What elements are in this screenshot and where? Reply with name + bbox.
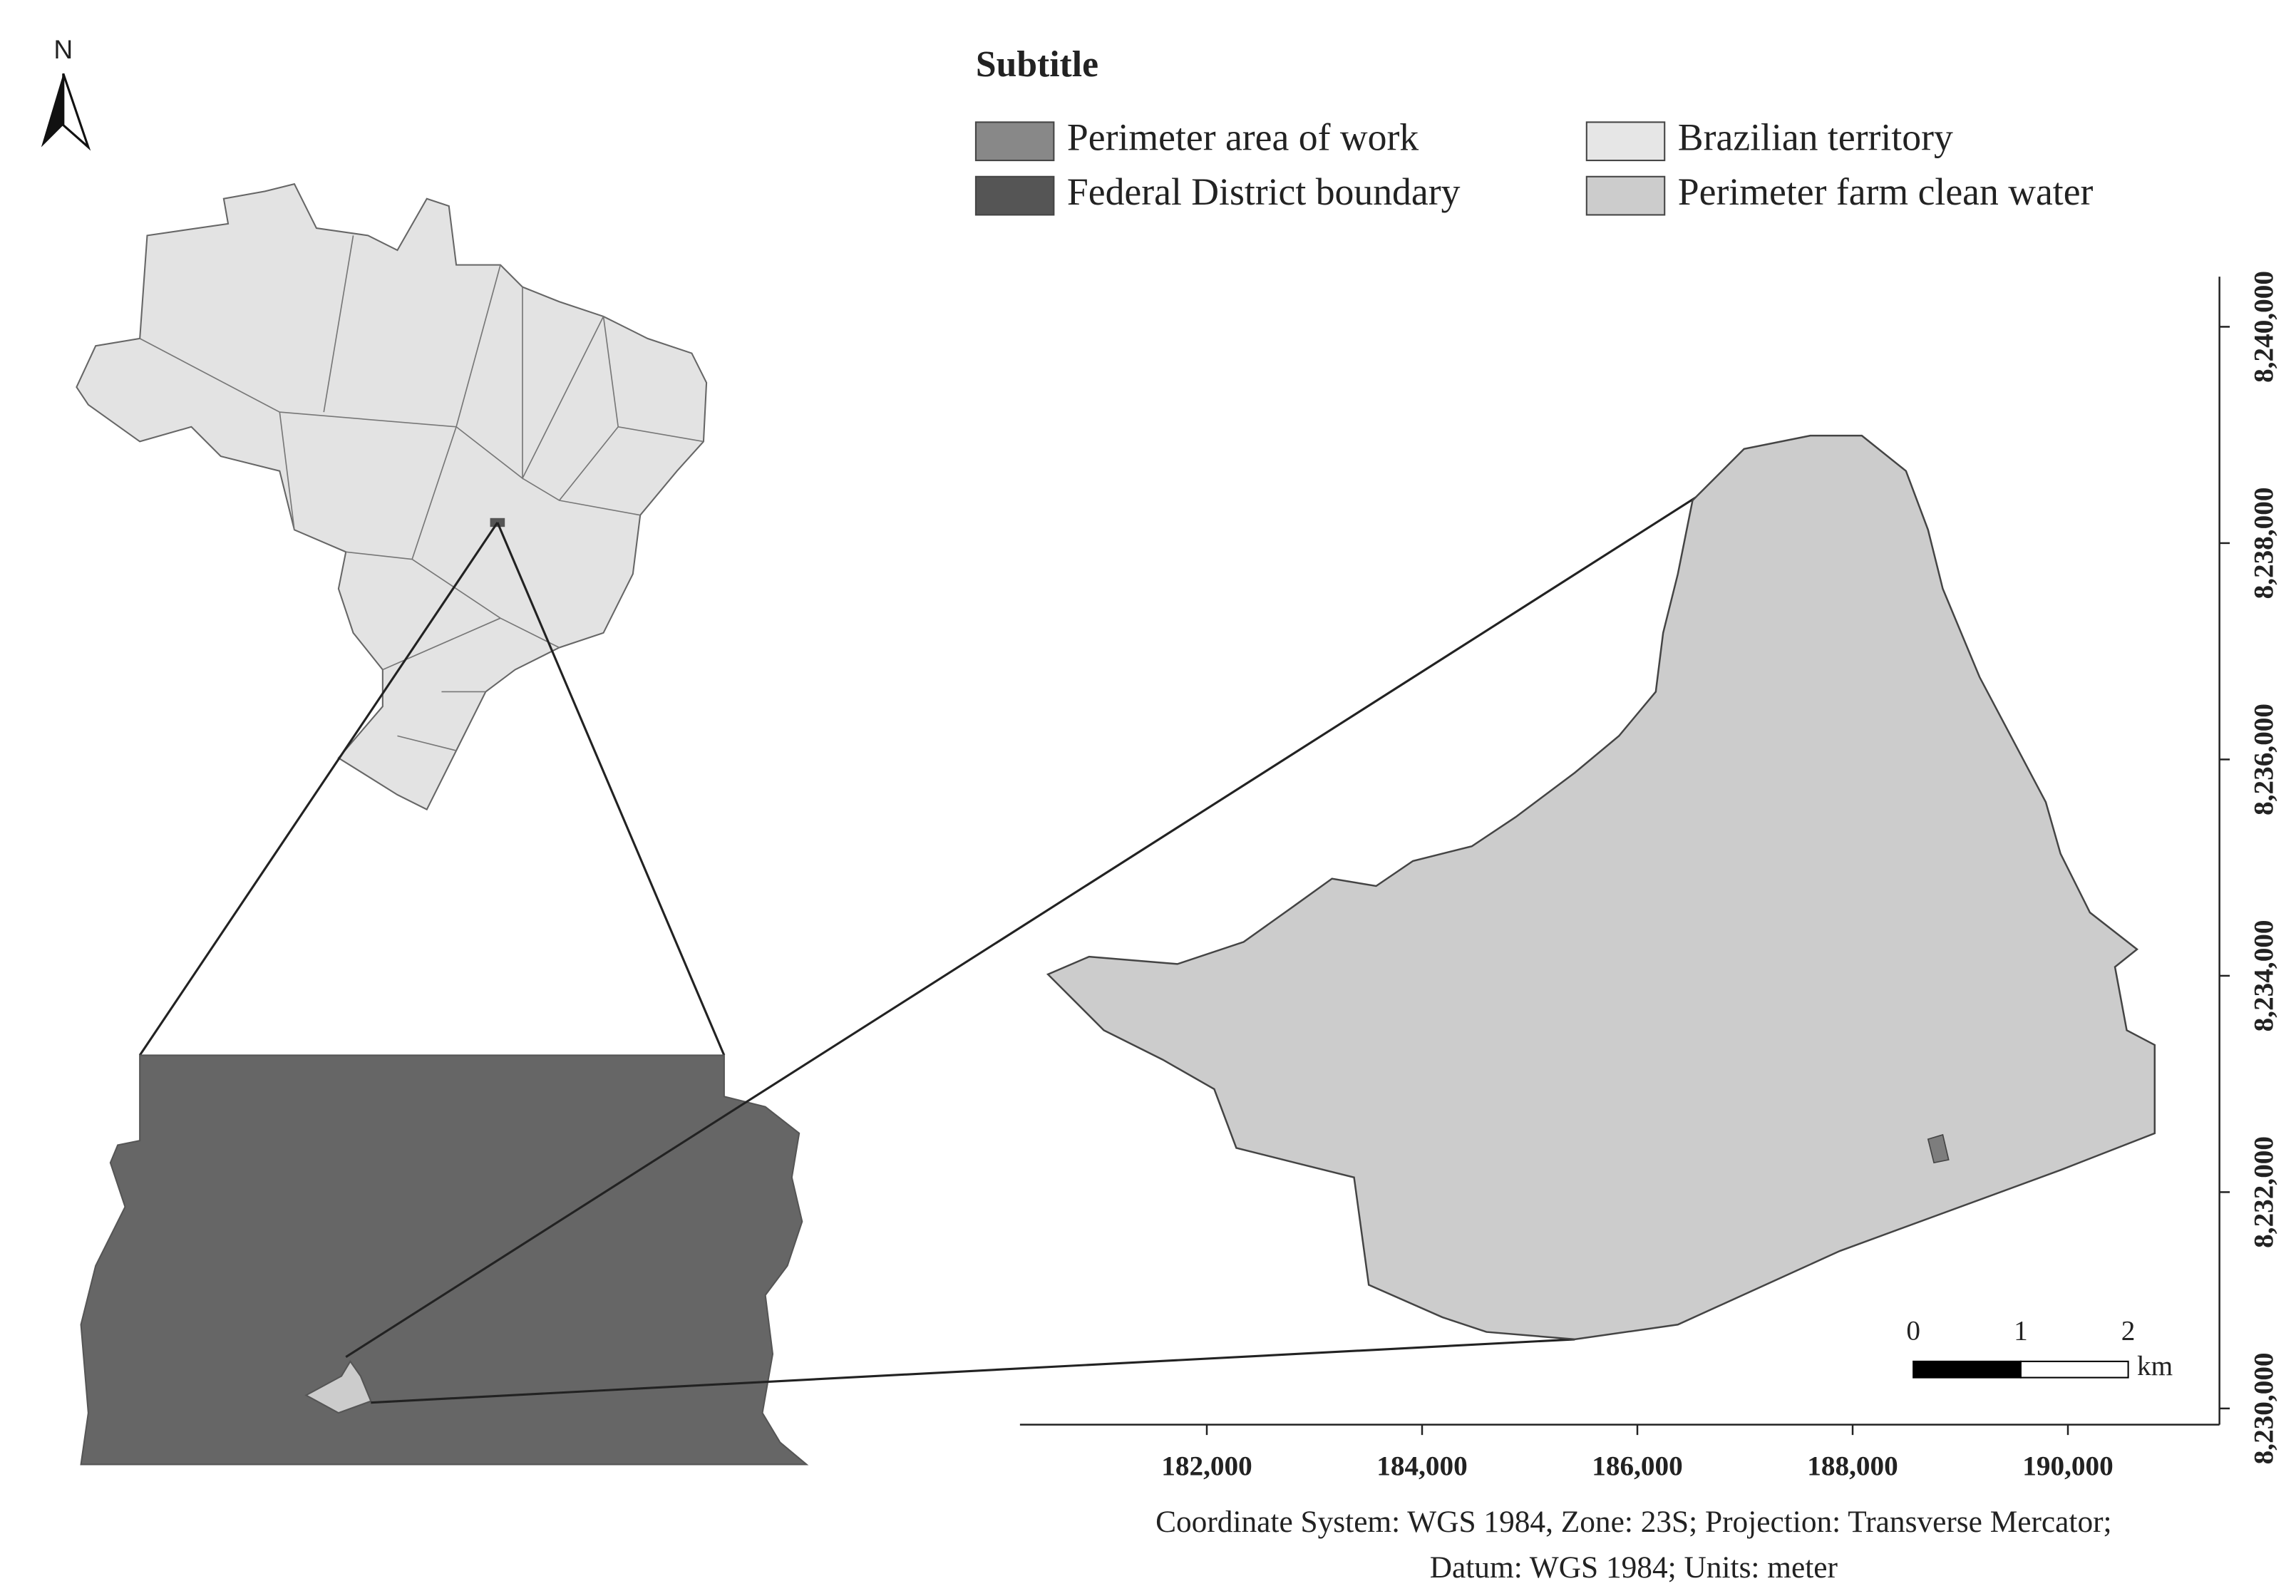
scale-label: 0 [1906, 1316, 1920, 1347]
footnote: Coordinate System: WGS 1984, Zone: 23S; … [1155, 1505, 2112, 1539]
x-tick-label: 186,000 [1592, 1451, 1682, 1482]
work-area [1927, 1133, 1950, 1164]
zoom-line [496, 522, 726, 1056]
scale-bar-segment [2019, 1360, 2129, 1379]
scale-label: 1 [2014, 1316, 2028, 1347]
x-tick-label: 182,000 [1161, 1451, 1252, 1482]
x-tick-label: 188,000 [1807, 1451, 1898, 1482]
y-tick-label: 8,234,000 [2249, 920, 2280, 1031]
axis-ticks: 182,000 184,000 186,000 188,000 190,000 8,230… [1161, 271, 2279, 1482]
scale-label: 2 [2121, 1316, 2136, 1347]
state-borders [139, 235, 704, 751]
federal-district-marker [490, 518, 505, 527]
north-arrow [41, 73, 63, 148]
legend-label: Brazilian territory [1678, 116, 1953, 159]
legend-label: Perimeter farm clean water [1678, 170, 2094, 213]
y-tick-label: 8,238,000 [2249, 487, 2280, 599]
brazil-territory [76, 182, 708, 810]
y-tick-label: 8,232,000 [2249, 1136, 2280, 1248]
legend-label: Federal District boundary [1067, 170, 1461, 213]
legend-swatch [1585, 121, 1666, 162]
footnote: Datum: WGS 1984; Units: meter [1430, 1550, 1838, 1585]
legend-swatch [974, 175, 1055, 216]
legend: Perimeter area of work Federal District b… [974, 116, 2094, 216]
farm-perimeter [1046, 434, 2156, 1341]
legend-label: Perimeter area of work [1067, 116, 1419, 159]
legend-swatch [1585, 175, 1666, 216]
north-label: N [53, 34, 73, 64]
x-tick-label: 184,000 [1376, 1451, 1467, 1482]
zoom-line [138, 522, 499, 1056]
legend-title: Subtitle [976, 44, 1098, 85]
x-tick-label: 190,000 [2022, 1451, 2113, 1482]
federal-district [80, 1054, 809, 1466]
north-arrow [62, 73, 91, 151]
scale-unit: km [2137, 1351, 2173, 1381]
zoom-line [345, 489, 1708, 1358]
y-tick-label: 8,230,000 [2249, 1352, 2280, 1464]
y-tick-label: 8,236,000 [2249, 704, 2280, 815]
legend-swatch [974, 121, 1055, 162]
scale-bar-segment [1913, 1360, 2022, 1379]
y-tick-label: 8,240,000 [2249, 271, 2280, 383]
zoom-line [371, 1338, 1575, 1404]
farm-in-district [304, 1359, 372, 1414]
